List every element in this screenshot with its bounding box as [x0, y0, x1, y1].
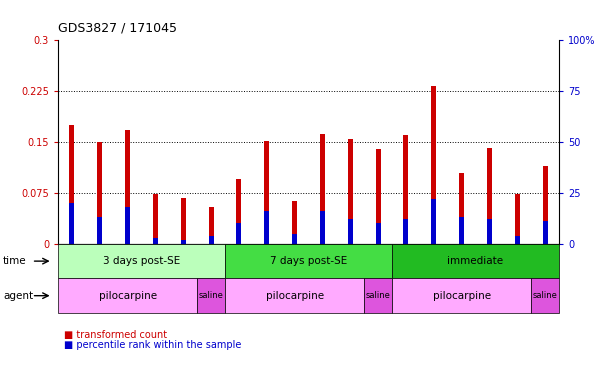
Bar [403, 135, 409, 244]
Bar [543, 222, 547, 244]
Bar [292, 233, 297, 244]
Bar [208, 207, 214, 244]
Text: immediate: immediate [447, 256, 503, 266]
Bar [376, 223, 381, 244]
Bar [459, 173, 464, 244]
Bar [97, 142, 102, 244]
Text: 3 days post-SE: 3 days post-SE [103, 256, 180, 266]
Bar [487, 147, 492, 244]
Bar [265, 141, 269, 244]
Bar [153, 238, 158, 244]
Bar [181, 198, 186, 244]
Text: pilocarpine: pilocarpine [98, 291, 156, 301]
Bar [236, 179, 241, 244]
Text: ■ percentile rank within the sample: ■ percentile rank within the sample [64, 340, 241, 350]
Bar [515, 236, 520, 244]
Bar [70, 125, 75, 244]
Bar [459, 217, 464, 244]
Bar [236, 223, 241, 244]
Text: agent: agent [3, 291, 33, 301]
Bar [97, 217, 102, 244]
Bar [431, 199, 436, 244]
Bar [208, 236, 214, 244]
Text: pilocarpine: pilocarpine [433, 291, 491, 301]
Bar [348, 139, 353, 244]
Bar [403, 219, 409, 244]
Bar [70, 203, 75, 244]
Bar [515, 194, 520, 244]
Bar [431, 86, 436, 244]
Bar [376, 149, 381, 244]
Bar [181, 240, 186, 244]
Text: ■ transformed count: ■ transformed count [64, 330, 167, 340]
Text: pilocarpine: pilocarpine [266, 291, 324, 301]
Text: 7 days post-SE: 7 days post-SE [270, 256, 347, 266]
Text: saline: saline [533, 291, 558, 300]
Bar [348, 219, 353, 244]
Bar [320, 134, 325, 244]
Bar [265, 211, 269, 244]
Bar [153, 194, 158, 244]
Bar [320, 211, 325, 244]
Bar [292, 201, 297, 244]
Bar [125, 130, 130, 244]
Text: time: time [3, 256, 27, 266]
Bar [543, 166, 547, 244]
Text: saline: saline [199, 291, 224, 300]
Bar [487, 219, 492, 244]
Text: saline: saline [366, 291, 390, 300]
Bar [125, 207, 130, 244]
Text: GDS3827 / 171045: GDS3827 / 171045 [58, 22, 177, 35]
